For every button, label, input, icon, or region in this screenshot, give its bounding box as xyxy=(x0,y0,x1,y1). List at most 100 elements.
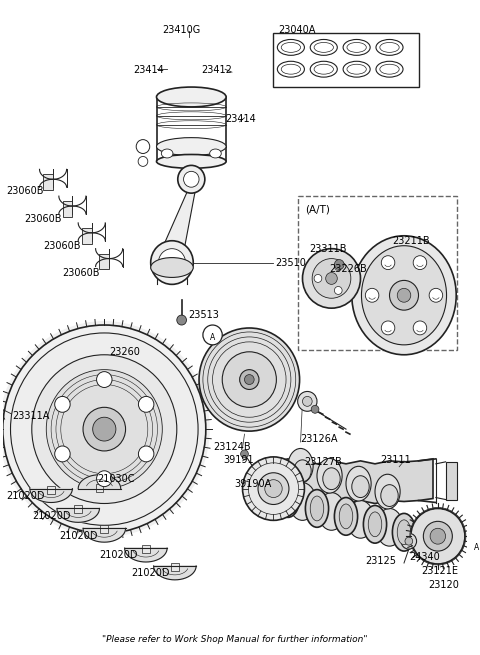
Circle shape xyxy=(242,457,304,520)
Text: 23410G: 23410G xyxy=(162,25,201,35)
Ellipse shape xyxy=(368,512,382,536)
Bar xyxy=(96,483,103,492)
Ellipse shape xyxy=(281,486,295,511)
Ellipse shape xyxy=(352,236,456,355)
Ellipse shape xyxy=(381,485,398,506)
Ellipse shape xyxy=(347,500,374,538)
Text: 23060B: 23060B xyxy=(7,186,44,196)
Text: A: A xyxy=(210,333,215,343)
Circle shape xyxy=(311,405,319,413)
Text: 23211B: 23211B xyxy=(393,236,430,246)
Circle shape xyxy=(314,274,322,282)
Text: 23124B: 23124B xyxy=(214,442,251,452)
Text: 21030C: 21030C xyxy=(97,474,135,484)
Circle shape xyxy=(298,392,317,411)
Text: 21020D: 21020D xyxy=(132,568,170,578)
Text: 23311A: 23311A xyxy=(12,411,50,421)
Circle shape xyxy=(32,355,177,504)
Text: 23412: 23412 xyxy=(201,66,232,75)
Text: 21020D: 21020D xyxy=(99,550,138,560)
Bar xyxy=(142,545,150,553)
Text: 23060B: 23060B xyxy=(63,267,100,278)
Ellipse shape xyxy=(335,498,358,535)
Circle shape xyxy=(177,315,186,325)
Text: (A/T): (A/T) xyxy=(305,204,330,214)
Polygon shape xyxy=(154,566,196,580)
Circle shape xyxy=(430,529,445,544)
Ellipse shape xyxy=(346,466,371,501)
Bar xyxy=(274,33,419,87)
Circle shape xyxy=(381,321,395,335)
Text: 23260: 23260 xyxy=(109,347,140,357)
Text: 23513: 23513 xyxy=(189,310,219,320)
Circle shape xyxy=(199,328,300,431)
Text: 21020D: 21020D xyxy=(59,531,97,541)
Text: 23126A: 23126A xyxy=(300,434,338,444)
Circle shape xyxy=(222,352,276,407)
Bar xyxy=(47,485,55,494)
Ellipse shape xyxy=(376,508,403,546)
Ellipse shape xyxy=(289,483,316,520)
Ellipse shape xyxy=(156,138,226,155)
Circle shape xyxy=(405,537,413,545)
Polygon shape xyxy=(125,548,167,562)
Text: A: A xyxy=(474,542,479,552)
Circle shape xyxy=(423,521,452,551)
Bar xyxy=(74,506,82,514)
Circle shape xyxy=(178,165,205,193)
Circle shape xyxy=(138,446,154,462)
Circle shape xyxy=(138,396,154,412)
Circle shape xyxy=(55,396,70,412)
Bar xyxy=(298,196,457,350)
Circle shape xyxy=(413,255,427,270)
Ellipse shape xyxy=(305,490,329,527)
Circle shape xyxy=(11,333,198,525)
Bar xyxy=(171,563,179,571)
Circle shape xyxy=(96,371,112,388)
Circle shape xyxy=(429,288,443,302)
Circle shape xyxy=(312,259,351,298)
Circle shape xyxy=(335,259,344,269)
Circle shape xyxy=(93,417,116,441)
Text: 23127B: 23127B xyxy=(304,457,342,467)
Text: 24340: 24340 xyxy=(409,552,440,562)
Ellipse shape xyxy=(317,458,342,493)
Ellipse shape xyxy=(276,479,300,517)
Ellipse shape xyxy=(393,514,416,551)
Ellipse shape xyxy=(161,149,173,158)
Circle shape xyxy=(265,479,282,498)
Polygon shape xyxy=(30,489,72,502)
Text: 23121E: 23121E xyxy=(421,566,458,576)
Circle shape xyxy=(335,263,342,271)
Bar xyxy=(445,462,457,500)
Bar xyxy=(43,174,53,190)
Circle shape xyxy=(468,535,480,553)
Text: 23125: 23125 xyxy=(365,556,396,566)
Ellipse shape xyxy=(294,460,311,481)
Ellipse shape xyxy=(323,468,340,490)
Ellipse shape xyxy=(363,506,386,543)
Circle shape xyxy=(302,396,312,406)
Bar xyxy=(99,253,109,269)
Text: 39191: 39191 xyxy=(223,455,254,465)
Polygon shape xyxy=(278,459,433,504)
Circle shape xyxy=(0,321,210,537)
Text: 23111: 23111 xyxy=(380,455,410,465)
Text: 23414: 23414 xyxy=(225,114,256,124)
Ellipse shape xyxy=(397,520,411,545)
Bar xyxy=(63,201,72,217)
Bar xyxy=(82,228,92,244)
Ellipse shape xyxy=(151,257,193,278)
Ellipse shape xyxy=(210,149,221,158)
Text: 23414: 23414 xyxy=(133,66,164,75)
Circle shape xyxy=(240,369,259,390)
Circle shape xyxy=(258,473,289,504)
Circle shape xyxy=(83,407,126,451)
Circle shape xyxy=(413,321,427,335)
Circle shape xyxy=(401,533,417,549)
Ellipse shape xyxy=(339,504,353,529)
Ellipse shape xyxy=(352,476,369,498)
Text: 23510: 23510 xyxy=(276,257,306,268)
Circle shape xyxy=(203,325,222,345)
Text: 23226B: 23226B xyxy=(330,263,367,274)
